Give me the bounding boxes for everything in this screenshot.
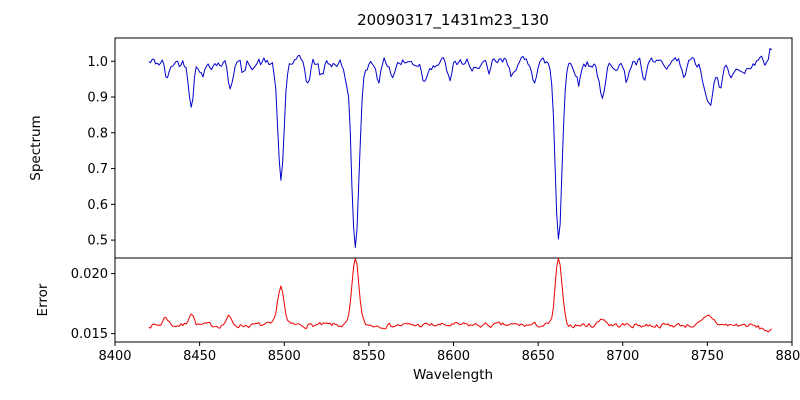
axes: 1.0 0.9 0.8 0.7 0.6 0.5 0.020 0.015 8400 8450 8500…	[71, 37, 800, 364]
spectrum-y-tick-label: 0.9	[87, 91, 108, 106]
plot-lines	[148, 48, 773, 333]
spectrum-y-tick-label: 1.0	[87, 55, 108, 70]
x-tick-label: 8700	[606, 349, 639, 364]
x-tick-label: 8450	[183, 349, 216, 364]
error-line	[148, 258, 773, 333]
spectrum-y-tick-label: 0.7	[87, 162, 108, 177]
chart-title: 20090317_1431m23_130	[357, 11, 549, 30]
x-tick-label: 8550	[352, 349, 385, 364]
x-tick-label: 8600	[437, 349, 470, 364]
x-tick-label: 8650	[522, 349, 555, 364]
error-y-tick-label: 0.015	[71, 327, 108, 342]
x-tick-label: 8800	[775, 349, 800, 364]
x-tick-label: 8500	[268, 349, 301, 364]
spectrum-line	[148, 48, 773, 248]
spectrum-y-tick-label: 0.6	[87, 198, 108, 213]
spectrum-y-tick-label: 0.8	[87, 126, 108, 141]
error-y-tick-label: 0.020	[71, 267, 108, 282]
x-tick-label: 8400	[98, 349, 131, 364]
x-axis-label: Wavelength	[413, 367, 493, 383]
error-y-axis-label: Error	[35, 283, 51, 316]
spectrum-y-axis-label: Spectrum	[28, 115, 44, 180]
x-tick-label: 8750	[691, 349, 724, 364]
spectrum-y-tick-label: 0.5	[87, 234, 108, 249]
